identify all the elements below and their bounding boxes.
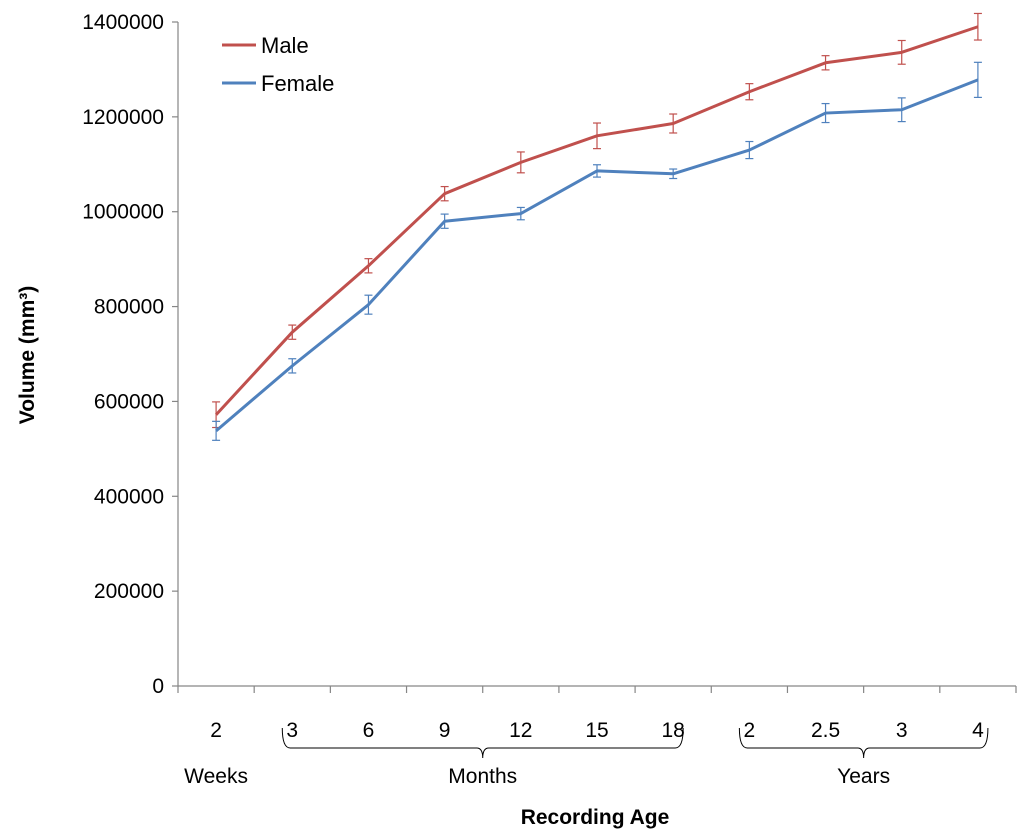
- error-bar: [669, 168, 678, 180]
- group-label: Months: [448, 765, 517, 788]
- series-female: [212, 61, 982, 441]
- error-bar: [212, 420, 221, 441]
- error-bar: [288, 324, 297, 340]
- x-tick-label: 2: [210, 719, 222, 742]
- error-bar: [745, 140, 754, 160]
- x-tick-label: 4: [972, 719, 984, 742]
- legend-item-male: Male: [222, 33, 309, 58]
- legend-item-female: Female: [222, 71, 334, 96]
- x-tick-label: 2.5: [811, 719, 840, 742]
- series-male: [212, 12, 982, 429]
- error-bar: [516, 151, 525, 174]
- x-tick-label: 9: [439, 719, 451, 742]
- error-bar: [821, 55, 830, 71]
- legend-label: Male: [261, 33, 309, 58]
- group-brace: [281, 727, 684, 759]
- error-bar: [288, 358, 297, 374]
- error-bar: [364, 294, 373, 315]
- x-tick-label: 3: [286, 719, 298, 742]
- x-axis-groups: Weeks Months Years: [184, 727, 989, 788]
- error-bar: [897, 97, 906, 123]
- error-bar: [745, 83, 754, 101]
- group-label: Weeks: [184, 765, 248, 788]
- axes: [177, 22, 1016, 687]
- group-label: Years: [837, 765, 890, 788]
- error-bar: [973, 12, 982, 41]
- y-axis-ticks: 0 200000 400000 600000 800000 1000000 1200000 1…: [82, 11, 178, 698]
- error-bar: [364, 258, 373, 274]
- error-bar: [897, 39, 906, 65]
- x-tick-label: 18: [662, 719, 685, 742]
- x-tick-label: 12: [509, 719, 532, 742]
- y-tick-label: 1200000: [82, 106, 164, 129]
- y-tick-label: 200000: [94, 580, 164, 603]
- group-brace: [738, 727, 989, 759]
- y-axis-title: Volume (mm³): [16, 286, 39, 424]
- y-tick-label: 600000: [94, 390, 164, 413]
- error-bar: [440, 185, 449, 202]
- error-bar: [440, 213, 449, 229]
- y-tick-label: 1000000: [82, 201, 164, 224]
- error-bar: [973, 61, 982, 99]
- x-tick-label: 2: [744, 719, 756, 742]
- error-bar: [593, 122, 601, 150]
- x-tick-label: 6: [363, 719, 375, 742]
- x-tick-label: 3: [896, 719, 908, 742]
- series-layer: [212, 12, 982, 441]
- legend: Male Female: [222, 33, 334, 96]
- error-bar: [593, 164, 601, 178]
- error-bar: [669, 113, 678, 134]
- error-bar: [516, 206, 525, 221]
- y-tick-label: 1400000: [82, 11, 164, 34]
- y-tick-label: 400000: [94, 485, 164, 508]
- legend-label: Female: [261, 71, 334, 96]
- error-bar: [821, 102, 830, 124]
- x-tick-label: 15: [585, 719, 608, 742]
- y-tick-label: 800000: [94, 296, 164, 319]
- x-axis-ticks: 2 3 6 9 12 15 18 2 2.5 3 4: [177, 686, 1017, 742]
- x-axis-title: Recording Age: [521, 806, 670, 829]
- y-tick-label: 0: [152, 675, 164, 698]
